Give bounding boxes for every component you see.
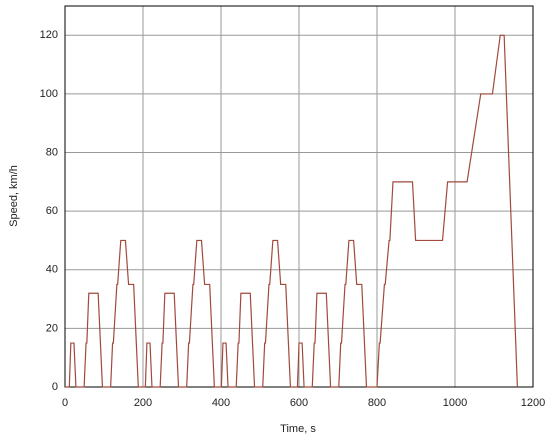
data-line — [65, 34, 518, 388]
y-tick-label: 0 — [52, 381, 58, 393]
y-tick-label: 20 — [46, 322, 58, 334]
x-tick-label: 0 — [62, 397, 68, 409]
y-axis-label: Speed, km/h — [8, 165, 20, 227]
plot-frame — [64, 5, 534, 388]
x-tick-label: 600 — [290, 397, 308, 409]
x-tick-label: 1000 — [443, 397, 467, 409]
y-tick-label: 80 — [46, 146, 58, 158]
x-axis-label: Time, s — [280, 423, 316, 435]
x-tick-label: 400 — [212, 397, 230, 409]
x-tick-label: 1200 — [521, 397, 545, 409]
x-tick-label: 800 — [368, 397, 386, 409]
y-tick-label: 40 — [46, 264, 58, 276]
y-tick-label: 120 — [40, 29, 58, 41]
y-tick-label: 60 — [46, 205, 58, 217]
y-tick-label: 100 — [40, 88, 58, 100]
x-tick-label: 200 — [134, 397, 152, 409]
